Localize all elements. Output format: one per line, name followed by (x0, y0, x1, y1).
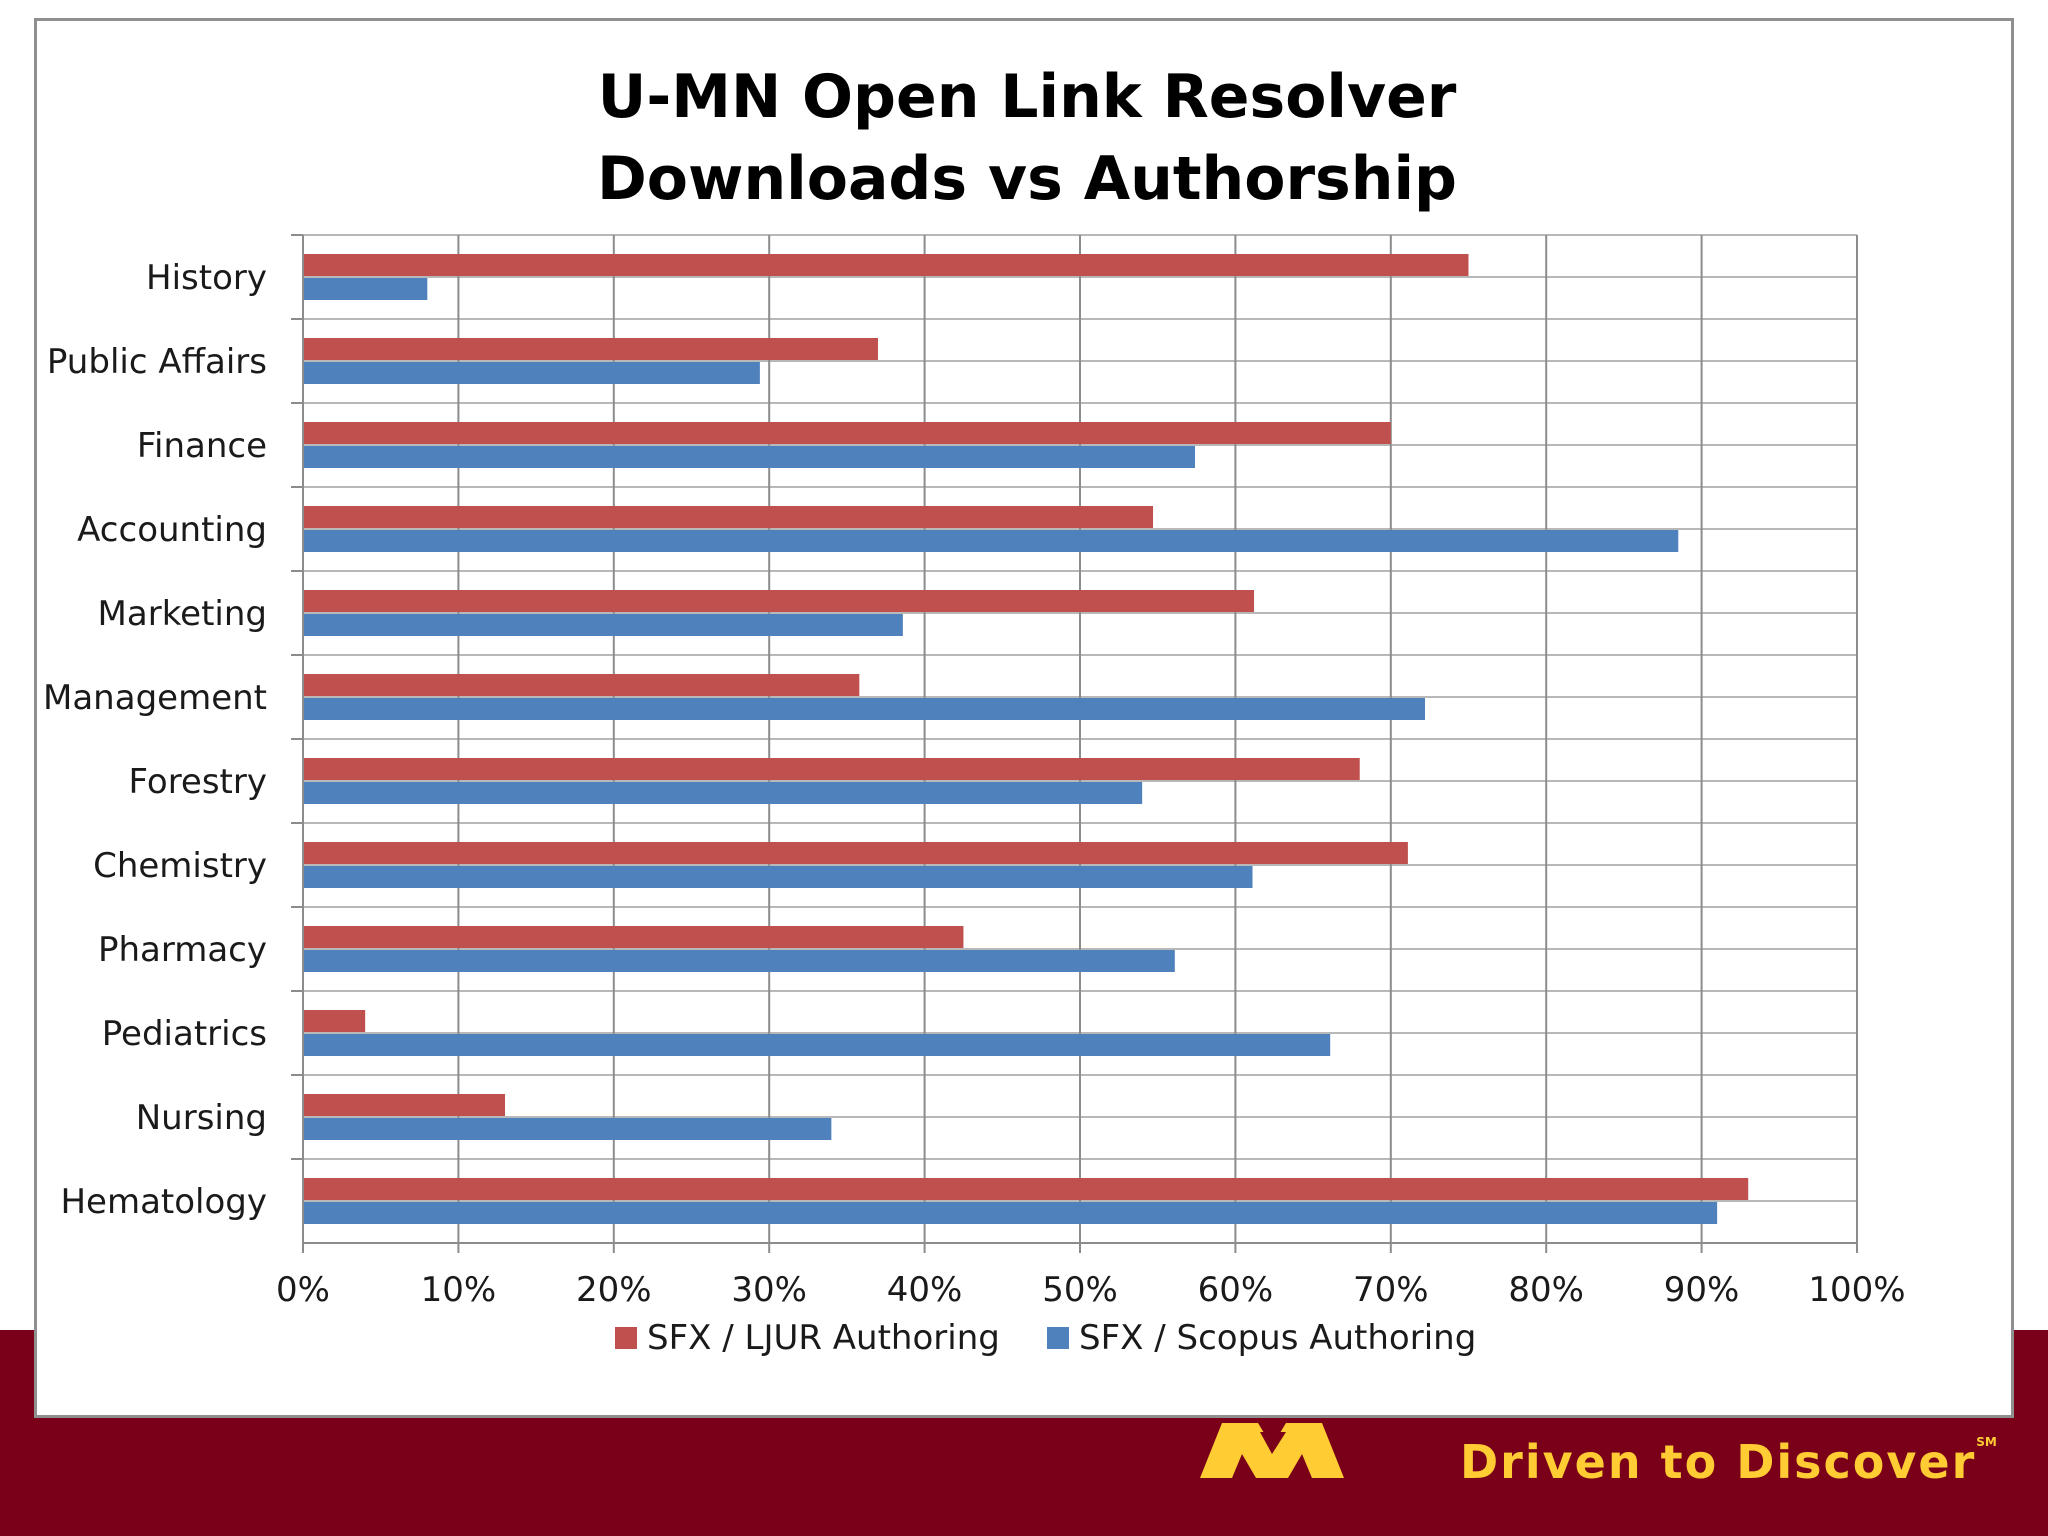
bar-scopus-hematology (303, 1202, 1718, 1224)
legend: SFX / LJUR Authoring SFX / Scopus Authori… (615, 1318, 1476, 1358)
bar-scopus-history (303, 278, 428, 300)
category-label: Pharmacy (98, 930, 267, 970)
category-label: Management (43, 678, 267, 718)
bar-scopus-public-affairs (303, 362, 760, 384)
bar-ljur-public-affairs (303, 338, 878, 360)
bars (303, 254, 1749, 1224)
chart-title-line-1: U-MN Open Link Resolver (598, 62, 1457, 132)
category-label: Pediatrics (102, 1014, 267, 1054)
bar-ljur-marketing (303, 590, 1255, 612)
bar-ljur-chemistry (303, 842, 1408, 864)
category-label: Forestry (129, 762, 267, 802)
tagline-text: Driven to Discover (1460, 1435, 1977, 1489)
category-label: History (146, 258, 267, 298)
bar-ljur-accounting (303, 506, 1154, 528)
category-label: Accounting (77, 510, 267, 550)
bar-ljur-nursing (303, 1094, 506, 1116)
bar-ljur-history (303, 254, 1469, 276)
legend-label-ljur: SFX / LJUR Authoring (647, 1318, 1000, 1358)
bar-scopus-pharmacy (303, 950, 1175, 972)
tagline: Driven to DiscoverSM (1460, 1435, 1997, 1489)
bar-scopus-forestry (303, 782, 1143, 804)
bar-ljur-management (303, 674, 860, 696)
bar-scopus-finance (303, 446, 1195, 468)
bar-scopus-accounting (303, 530, 1679, 552)
bar-scopus-management (303, 698, 1425, 720)
slide-panel: U-MN Open Link Resolver Downloads vs Aut… (34, 18, 2014, 1418)
legend-label-scopus: SFX / Scopus Authoring (1079, 1318, 1476, 1358)
x-tick-label: 30% (731, 1270, 807, 1310)
x-tick-label: 10% (421, 1270, 497, 1310)
service-mark: SM (1976, 1435, 1997, 1449)
legend-swatch-ljur (615, 1327, 637, 1349)
university-logo (1200, 1418, 1375, 1480)
axes: History Public Affairs Finance Accounting Ma… (43, 234, 1906, 1310)
bar-ljur-finance (303, 422, 1391, 444)
x-tick-label: 60% (1198, 1270, 1274, 1310)
category-label: Chemistry (93, 846, 267, 886)
category-label: Marketing (98, 594, 267, 634)
x-tick-label: 0% (276, 1270, 330, 1310)
x-tick-label: 100% (1808, 1270, 1905, 1310)
x-tick-label: 80% (1508, 1270, 1584, 1310)
grid-lines (302, 234, 1858, 1244)
bar-ljur-pharmacy (303, 926, 964, 948)
bar-ljur-forestry (303, 758, 1360, 780)
legend-swatch-scopus (1047, 1327, 1069, 1349)
bar-scopus-marketing (303, 614, 903, 636)
x-tick-label: 50% (1042, 1270, 1118, 1310)
x-tick-label: 90% (1664, 1270, 1740, 1310)
bar-chart: U-MN Open Link Resolver Downloads vs Aut… (43, 62, 1906, 1358)
bar-scopus-pediatrics (303, 1034, 1331, 1056)
x-tick-label: 70% (1353, 1270, 1429, 1310)
category-label: Hematology (60, 1182, 267, 1222)
bar-ljur-hematology (303, 1178, 1749, 1200)
bar-scopus-chemistry (303, 866, 1253, 888)
bar-ljur-pediatrics (303, 1010, 366, 1032)
bar-scopus-nursing (303, 1118, 832, 1140)
category-label: Public Affairs (47, 342, 267, 382)
category-label: Finance (137, 426, 267, 466)
x-tick-label: 20% (576, 1270, 652, 1310)
x-tick-label: 40% (887, 1270, 963, 1310)
category-label: Nursing (136, 1098, 267, 1138)
chart-title-line-2: Downloads vs Authorship (597, 144, 1457, 214)
